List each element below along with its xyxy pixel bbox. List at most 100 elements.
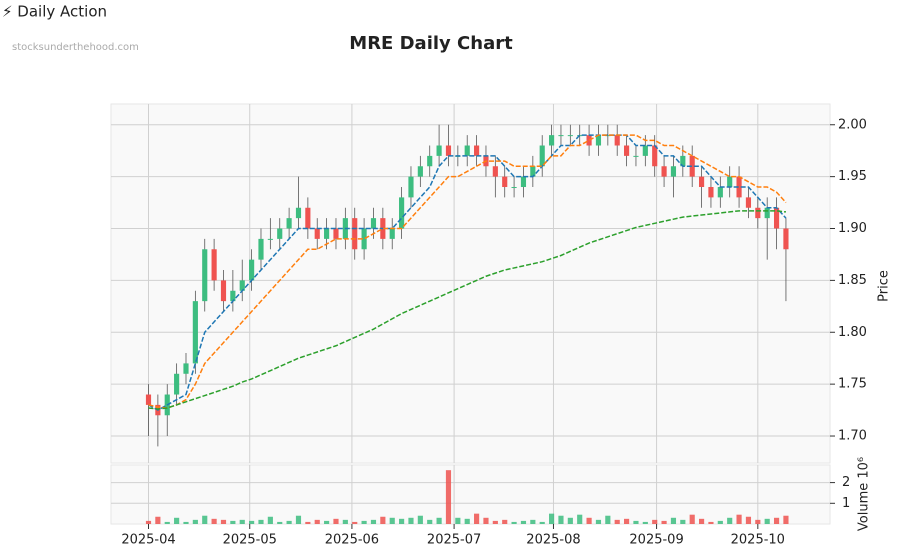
y-tick-label: 2 — [842, 475, 850, 490]
candle-body — [624, 145, 630, 156]
volume-bar — [520, 520, 527, 524]
candle-body — [539, 145, 545, 167]
candle-body — [202, 249, 208, 302]
candle-body — [305, 207, 311, 229]
volume-bar — [595, 519, 602, 524]
volume-bar — [558, 515, 564, 524]
volume-bar — [633, 520, 639, 524]
volume-bar — [717, 520, 723, 524]
volume-bar — [239, 519, 245, 524]
volume-bar — [661, 520, 667, 524]
candle-body — [230, 290, 236, 302]
x-tick-label: 2025-04 — [121, 533, 175, 548]
candle-body — [745, 197, 752, 208]
moving-average — [148, 210, 787, 410]
candle-body — [755, 207, 761, 219]
volume-bar — [305, 521, 311, 524]
candle-body — [708, 187, 714, 198]
volume-bar — [745, 516, 752, 524]
volume-bar — [502, 519, 508, 524]
candle-body — [549, 135, 555, 146]
candle-body — [558, 135, 564, 137]
candle-body — [174, 373, 180, 395]
candle-body — [717, 187, 723, 198]
x-tick-label: 2025-05 — [223, 533, 277, 548]
candle-body — [324, 228, 330, 239]
candle-body — [333, 228, 339, 239]
volume-bar — [708, 521, 714, 524]
y-axis-label: Price — [877, 270, 892, 302]
candle-body — [145, 394, 152, 405]
volume-bar — [445, 470, 452, 524]
candle-body — [736, 176, 742, 198]
candle-body — [352, 218, 358, 250]
candle-body — [698, 176, 705, 188]
candle-body — [417, 166, 423, 177]
y-tick-label: 1.70 — [838, 429, 867, 444]
y-tick-label: 1 — [842, 496, 850, 511]
candle-body — [520, 176, 527, 188]
candle-body — [783, 228, 789, 250]
volume-bar — [652, 519, 658, 524]
candle-body — [249, 259, 255, 281]
volume-bar — [436, 517, 442, 524]
candle-body — [192, 301, 198, 364]
candle-body — [642, 145, 648, 156]
candle-body — [295, 207, 302, 219]
candle-body — [183, 363, 189, 374]
candle-body — [764, 207, 770, 219]
volume-bar — [605, 515, 611, 524]
volume-bar — [417, 515, 423, 524]
candle-body — [474, 145, 480, 156]
volume-bar — [492, 520, 498, 524]
volume-bar — [586, 517, 592, 524]
volume-bar — [727, 517, 733, 524]
volume-bar — [277, 521, 283, 524]
volume-bar — [773, 517, 780, 524]
candle-body — [445, 145, 452, 156]
candle-body — [436, 145, 442, 156]
y-tick-label: 1.80 — [838, 325, 867, 340]
volume-bar — [295, 515, 302, 524]
volume-bar — [342, 519, 348, 524]
candle-body — [680, 155, 686, 167]
candle-body — [258, 238, 264, 260]
candle-body — [511, 187, 517, 189]
candle-body — [399, 197, 405, 229]
volume-bar — [145, 520, 152, 524]
volume-bar — [399, 518, 405, 524]
candle-body — [492, 166, 498, 177]
volume-bar — [670, 517, 677, 524]
volume-bar — [689, 514, 695, 524]
volume-bar — [511, 521, 517, 524]
volume-bar — [286, 520, 292, 524]
candle-body — [370, 218, 377, 229]
candle-body — [220, 280, 227, 302]
volume-bar — [164, 521, 170, 524]
volume-bar — [183, 521, 189, 524]
volume-bar — [764, 518, 770, 524]
volume-bar — [474, 513, 480, 524]
site-watermark: stocksunderthehood.com — [12, 42, 139, 53]
candle-body — [689, 155, 695, 177]
y-tick-label: 1.90 — [838, 221, 867, 236]
volume-bar — [333, 518, 339, 524]
chart-title: MRE Daily Chart — [349, 33, 513, 54]
volume-bar — [539, 521, 545, 524]
x-tick-label: 2025-06 — [325, 533, 379, 548]
volume-bar — [427, 519, 433, 524]
candle-body — [614, 135, 620, 146]
volume-bar — [174, 517, 180, 524]
candle-body — [408, 176, 414, 198]
candle-body — [464, 145, 470, 156]
volume-bar — [577, 514, 583, 524]
brand: ⚡ Daily Action — [2, 3, 107, 21]
volume-bar — [352, 521, 358, 524]
volume-bar — [464, 518, 470, 524]
volume-axis-label: Volume 10⁶ — [857, 457, 872, 531]
volume-bar — [680, 519, 686, 524]
candle-body — [389, 228, 395, 239]
candle-body — [361, 228, 367, 250]
candle-body — [502, 176, 508, 188]
